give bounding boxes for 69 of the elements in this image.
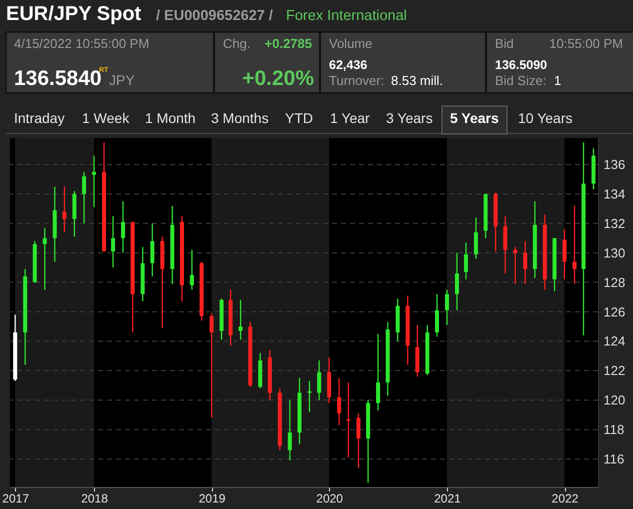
text: Forex International bbox=[286, 8, 407, 24]
text: 4/15/2022 10:55:00 PM bbox=[14, 36, 150, 51]
candlestick bbox=[42, 227, 47, 290]
candlestick bbox=[513, 246, 518, 284]
y-tick-label: 130 bbox=[604, 245, 626, 260]
text: 1 Year bbox=[330, 110, 370, 126]
candlestick bbox=[562, 228, 567, 280]
text: 62,436 bbox=[329, 58, 368, 72]
text: 8.53 mill. bbox=[391, 73, 444, 88]
candlestick bbox=[111, 215, 116, 268]
candlestick bbox=[62, 186, 66, 233]
candlestick bbox=[92, 155, 96, 208]
candlestick bbox=[317, 360, 322, 401]
text: Turnover: bbox=[329, 73, 384, 88]
candlestick bbox=[356, 412, 360, 468]
candlestick bbox=[503, 215, 508, 274]
y-tick-label: 136 bbox=[604, 157, 626, 172]
candlestick bbox=[210, 312, 214, 418]
candlestick bbox=[464, 242, 468, 280]
text: Chg. bbox=[223, 36, 250, 51]
text: 3 Months bbox=[211, 110, 269, 126]
y-tick-label: 132 bbox=[604, 216, 626, 231]
candlestick bbox=[82, 171, 86, 224]
text: 1 Month bbox=[145, 110, 196, 126]
text: 10 Years bbox=[518, 110, 572, 126]
text: JPY bbox=[109, 72, 136, 88]
candlestick bbox=[444, 289, 449, 326]
text: Bid bbox=[495, 36, 514, 51]
y-tick-label: 128 bbox=[604, 274, 626, 290]
text: +0.20% bbox=[242, 67, 314, 90]
text: 3 Years bbox=[386, 110, 433, 126]
y-tick-label: 116 bbox=[604, 452, 624, 467]
x-tick-label: 2021 bbox=[434, 492, 462, 506]
text: Intraday bbox=[14, 110, 65, 126]
candlestick bbox=[376, 333, 380, 412]
text: YTD bbox=[285, 110, 313, 126]
y-tick-label: 124 bbox=[604, 334, 626, 349]
y-tick-label: 126 bbox=[604, 304, 626, 320]
text: 1 Week bbox=[82, 110, 130, 126]
y-tick-label: 122 bbox=[604, 363, 626, 378]
y-tick-label: 118 bbox=[604, 422, 624, 438]
x-tick-label: 2020 bbox=[316, 492, 344, 506]
x-tick-label: 2018 bbox=[81, 492, 108, 506]
chart-title: EUR/JPY Spot bbox=[6, 3, 142, 25]
text: Bid Size: bbox=[495, 73, 546, 88]
candlestick bbox=[150, 222, 154, 278]
x-tick-label: 2017 bbox=[2, 492, 30, 506]
candlestick bbox=[454, 252, 459, 311]
candlestick bbox=[474, 216, 478, 260]
text: 10:55:00 PM bbox=[549, 36, 623, 51]
x-tick-label: 2022 bbox=[552, 492, 579, 506]
candlestick bbox=[238, 299, 243, 340]
candlestick bbox=[121, 200, 126, 254]
candlestick bbox=[307, 380, 312, 412]
candlestick bbox=[523, 240, 528, 284]
x-tick-label: 2019 bbox=[198, 492, 226, 506]
text: 5 Years bbox=[450, 110, 500, 126]
y-tick-label: 134 bbox=[604, 186, 626, 202]
text: Volume bbox=[329, 36, 372, 51]
candlestick bbox=[288, 400, 292, 462]
candlestick bbox=[337, 377, 342, 426]
text: 136.5090 bbox=[495, 58, 548, 72]
candlestick bbox=[434, 293, 439, 338]
y-tick-label: 120 bbox=[604, 392, 626, 408]
text: / EU0009652627 / bbox=[156, 8, 273, 24]
candlestick bbox=[190, 249, 194, 290]
text: +0.2785 bbox=[264, 36, 312, 51]
text: 1 bbox=[554, 73, 562, 88]
candlestick bbox=[572, 205, 576, 284]
